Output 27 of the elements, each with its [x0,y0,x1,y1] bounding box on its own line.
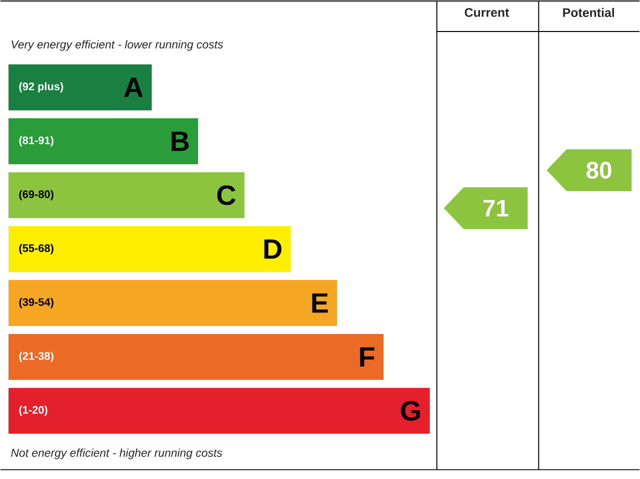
bar [8,226,291,272]
bar [8,172,244,218]
y-tick-label: E [312,294,328,313]
text: 71 [483,200,508,216]
bar [8,118,198,164]
y-tick-label: A [124,78,143,98]
annotation: (39-54) [19,298,54,308]
annotation: (21-38) [19,352,54,362]
bar [8,280,338,326]
bar [8,388,430,434]
bar [8,64,152,110]
text: Current [464,8,510,17]
annotation: (69-80) [19,190,54,200]
text: Not energy efficient - higher running costs [11,448,222,460]
text: Very energy efficient - lower running costs [12,40,223,51]
y-tick-label: C [217,185,236,206]
text: 80 [586,162,612,179]
y-tick-label: F [360,347,374,367]
text: Potential [563,8,614,18]
annotation: (1-20) [19,406,48,416]
annotation: (55-68) [19,244,54,254]
y-tick-label: B [172,132,189,151]
y-tick-label: D [264,240,282,259]
annotation: (81-91) [19,136,54,146]
y-tick-label: G [401,401,420,421]
annotation: (92 plus) [19,82,64,93]
bar [8,334,384,380]
